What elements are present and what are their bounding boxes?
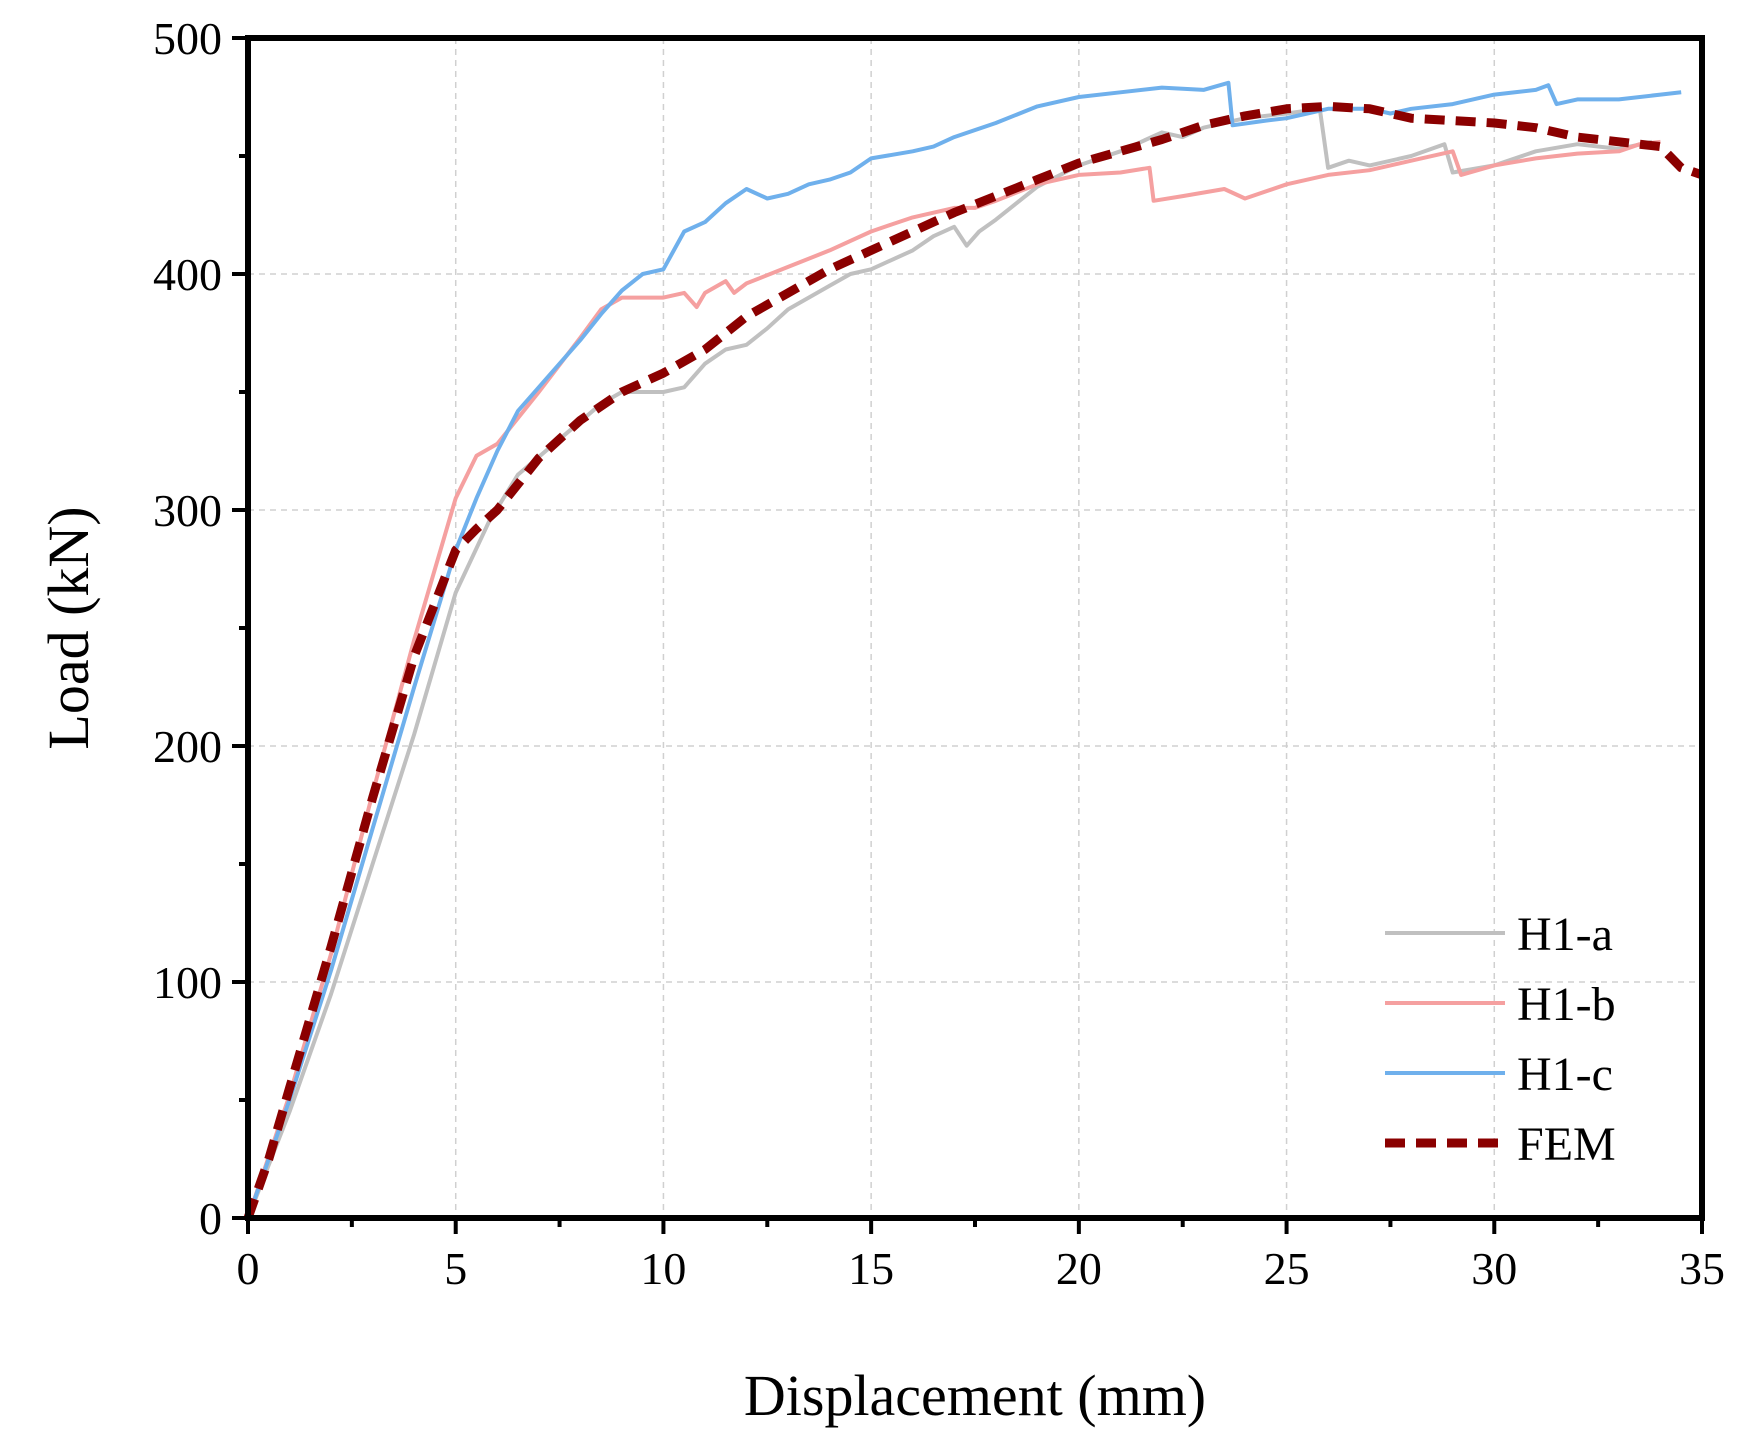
y-tick-label: 400 bbox=[153, 249, 222, 300]
plot-frame bbox=[245, 35, 1705, 1221]
y-tick-label: 0 bbox=[199, 1193, 222, 1244]
y-tick-label: 200 bbox=[153, 721, 222, 772]
x-tick-label: 10 bbox=[640, 1243, 686, 1294]
x-tick-label: 5 bbox=[444, 1243, 467, 1294]
x-tick-label: 0 bbox=[237, 1243, 260, 1294]
tick-labels: 0 5 10 15 20 25 30 35 0 100 200 300 400 500 bbox=[153, 13, 1725, 1294]
grid-lines bbox=[248, 38, 1702, 1218]
y-tick-label: 500 bbox=[153, 13, 222, 64]
x-axis-title: Displacement (mm) bbox=[744, 1363, 1206, 1428]
x-tick-label: 35 bbox=[1679, 1243, 1725, 1294]
legend-label-h1-b: H1-b bbox=[1517, 978, 1616, 1031]
legend-label-h1-c: H1-c bbox=[1517, 1048, 1613, 1101]
x-tick-label: 20 bbox=[1056, 1243, 1102, 1294]
series-lines bbox=[243, 80, 1704, 1220]
x-tick-label: 25 bbox=[1264, 1243, 1310, 1294]
x-tick-label: 15 bbox=[848, 1243, 894, 1294]
legend-label-fem: FEM bbox=[1517, 1118, 1616, 1171]
series-line-h1-a bbox=[246, 106, 1653, 1219]
legend: H1-a H1-b H1-c FEM bbox=[1385, 908, 1616, 1171]
series-line-h1-b bbox=[246, 139, 1661, 1219]
y-axis-title: Load (kN) bbox=[36, 506, 101, 749]
x-tick-label: 30 bbox=[1471, 1243, 1517, 1294]
legend-label-h1-a: H1-a bbox=[1517, 908, 1613, 961]
series-line-h1-c bbox=[246, 80, 1682, 1219]
axis-ticks bbox=[232, 36, 1704, 1234]
series-line-fem bbox=[243, 101, 1704, 1220]
y-tick-label: 100 bbox=[153, 957, 222, 1008]
y-tick-label: 300 bbox=[153, 485, 222, 536]
